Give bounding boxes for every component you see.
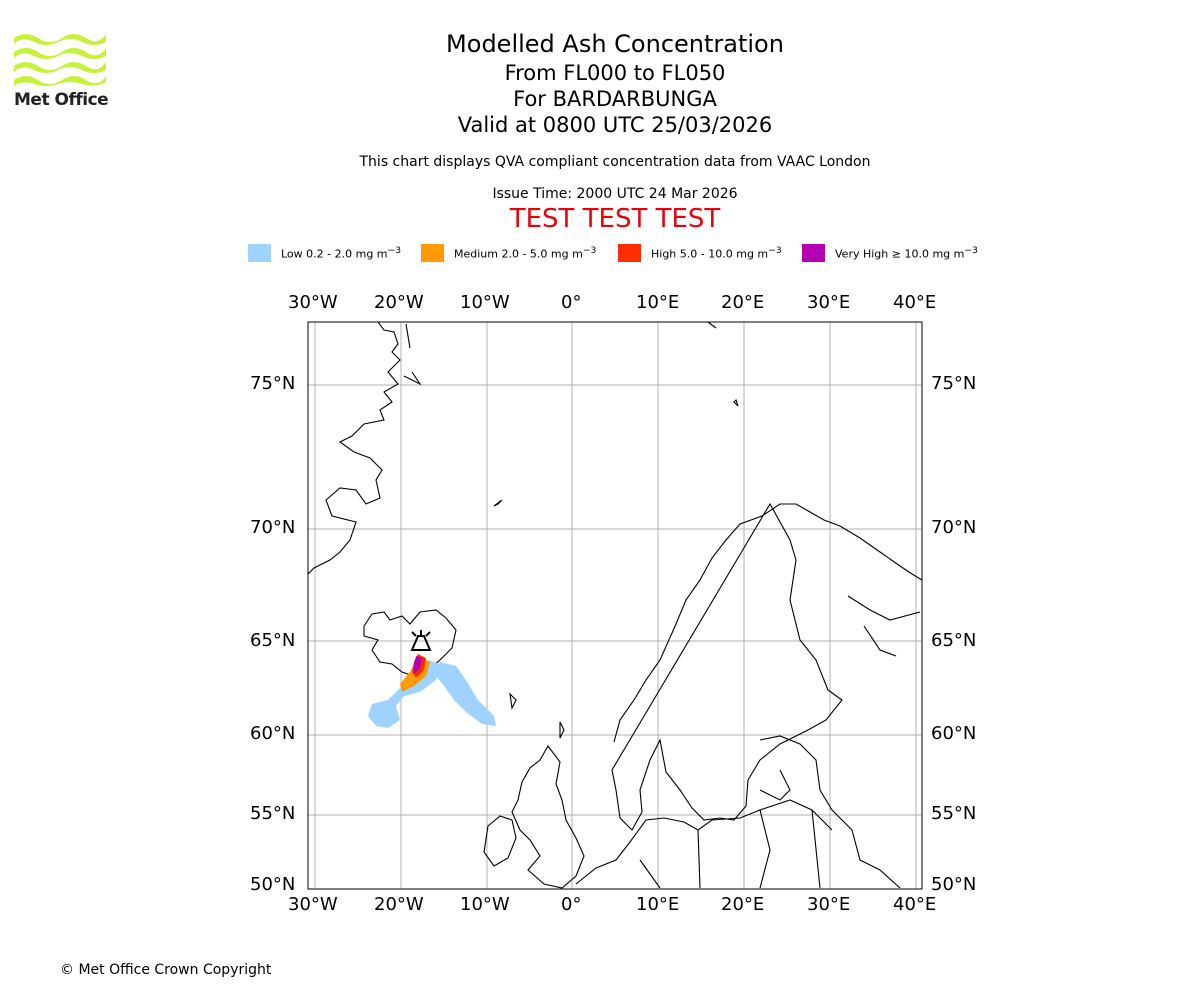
coast-ireland xyxy=(483,815,517,867)
legend-swatch-medium xyxy=(421,244,444,262)
coast-iceland xyxy=(363,609,457,677)
legend-label-high: High 5.0 - 10.0 mg m−3 xyxy=(651,245,782,261)
lon-label: 10°W xyxy=(460,894,510,915)
lat-label: 75°N xyxy=(250,373,296,394)
lon-label: 40°E xyxy=(893,894,937,915)
lat-axis-left: 75°N 70°N 65°N 60°N 55°N 50°N xyxy=(250,0,310,1000)
coast-finland-east xyxy=(847,595,921,657)
lon-label: 20°E xyxy=(721,894,765,915)
lat-label: 75°N xyxy=(931,373,977,394)
lon-label: 20°W xyxy=(374,894,424,915)
legend-label-medium: Medium 2.0 - 5.0 mg m−3 xyxy=(454,245,597,261)
lon-label: 30°W xyxy=(288,894,338,915)
copyright: © Met Office Crown Copyright xyxy=(60,962,272,978)
lat-label: 50°N xyxy=(250,874,296,895)
lon-label: 0° xyxy=(561,894,582,915)
met-office-wave-icon xyxy=(14,34,106,86)
issue-time: Issue Time: 2000 UTC 24 Mar 2026 xyxy=(492,186,738,202)
legend-swatch-low xyxy=(248,244,271,262)
lat-label: 65°N xyxy=(931,630,977,651)
lat-label: 60°N xyxy=(931,723,977,744)
volcano-icon xyxy=(410,630,432,651)
lat-axis-right: 75°N 70°N 65°N 60°N 55°N 50°N xyxy=(931,0,991,1000)
coast-jan-mayen xyxy=(493,499,503,507)
coast-shetland xyxy=(559,721,565,739)
chart-header: Modelled Ash Concentration From FL000 to… xyxy=(0,28,1200,234)
legend-item-very-high: Very High ≥ 10.0 mg m−3 xyxy=(802,244,978,262)
lat-label: 65°N xyxy=(250,630,296,651)
compliance-note: This chart displays QVA compliant concen… xyxy=(359,154,871,170)
valid-time: Valid at 0800 UTC 25/03/2026 xyxy=(457,113,773,137)
coast-greenland-inlet xyxy=(403,323,422,386)
ash-concentration xyxy=(368,654,496,728)
legend: Low 0.2 - 2.0 mg m−3 Medium 2.0 - 5.0 mg… xyxy=(248,244,1008,262)
lat-label: 50°N xyxy=(931,874,977,895)
coast-scandinavia xyxy=(611,502,923,831)
ash-low-east xyxy=(436,662,496,726)
lon-axis-top: 30°W 20°W 10°W 0° 10°E 20°E 30°E 40°E xyxy=(0,292,1200,316)
coast-faroes xyxy=(509,692,517,710)
coast-great-britain xyxy=(511,745,585,889)
volcano-name: For BARDARBUNGA xyxy=(513,87,717,111)
met-office-logo-text: Met Office xyxy=(14,90,109,110)
lon-label: 30°E xyxy=(807,292,851,313)
lat-label: 55°N xyxy=(250,803,296,824)
met-office-logo: Met Office xyxy=(14,30,114,114)
lat-label: 70°N xyxy=(250,517,296,538)
coast-svalbard xyxy=(707,321,739,407)
lat-label: 55°N xyxy=(931,803,977,824)
flight-level-range: From FL000 to FL050 xyxy=(504,61,726,85)
lon-label: 20°E xyxy=(721,292,765,313)
lon-label: 0° xyxy=(561,292,582,313)
legend-item-low: Low 0.2 - 2.0 mg m−3 xyxy=(248,244,421,262)
lat-label: 60°N xyxy=(250,723,296,744)
lon-label: 10°E xyxy=(636,292,680,313)
legend-item-high: High 5.0 - 10.0 mg m−3 xyxy=(618,244,802,262)
lon-label: 40°E xyxy=(893,292,937,313)
test-banner: TEST TEST TEST xyxy=(509,204,721,234)
legend-swatch-very-high xyxy=(802,244,825,262)
ash-very-high xyxy=(414,656,422,674)
coastlines xyxy=(307,321,923,889)
map-gridlines xyxy=(308,322,922,889)
legend-label-very-high: Very High ≥ 10.0 mg m−3 xyxy=(835,245,978,261)
lon-label: 30°W xyxy=(288,292,338,313)
lon-label: 20°W xyxy=(374,292,424,313)
lat-label: 70°N xyxy=(931,517,977,538)
lon-axis-bottom: 30°W 20°W 10°W 0° 10°E 20°E 30°E 40°E xyxy=(0,894,1200,918)
lon-label: 30°E xyxy=(807,894,851,915)
lon-label: 10°E xyxy=(636,894,680,915)
legend-label-low: Low 0.2 - 2.0 mg m−3 xyxy=(281,245,402,261)
lon-label: 10°W xyxy=(460,292,510,313)
legend-swatch-high xyxy=(618,244,641,262)
legend-item-medium: Medium 2.0 - 5.0 mg m−3 xyxy=(421,244,618,262)
map-frame xyxy=(307,321,923,890)
coast-continent xyxy=(575,799,833,889)
chart-title: Modelled Ash Concentration xyxy=(446,30,784,58)
coast-baltic xyxy=(759,735,901,889)
coast-greenland xyxy=(307,321,401,575)
